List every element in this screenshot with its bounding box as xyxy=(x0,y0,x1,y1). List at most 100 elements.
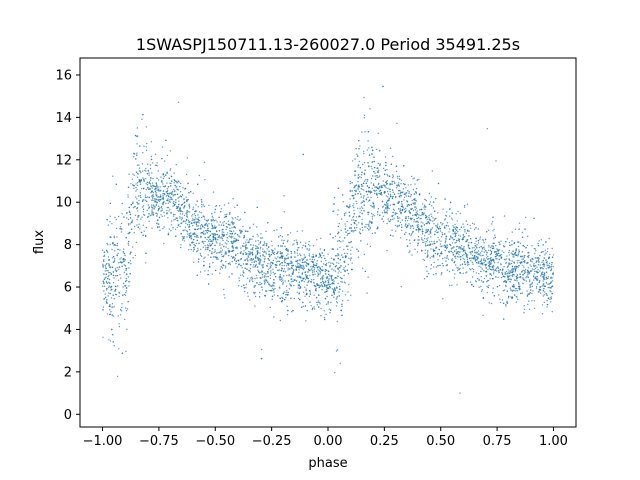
data-point xyxy=(166,209,168,212)
data-point xyxy=(545,282,548,284)
data-point xyxy=(424,208,426,211)
data-point xyxy=(357,176,359,179)
data-point xyxy=(290,252,293,254)
data-point xyxy=(505,241,507,243)
data-point xyxy=(389,147,392,149)
data-point xyxy=(524,279,526,281)
data-point xyxy=(305,289,307,292)
data-point xyxy=(180,210,182,213)
data-point xyxy=(467,262,469,264)
data-point xyxy=(176,186,178,188)
data-point xyxy=(113,298,116,300)
data-point xyxy=(122,294,124,296)
data-point xyxy=(240,258,243,260)
data-point xyxy=(298,275,300,277)
data-point xyxy=(543,275,545,277)
data-point xyxy=(259,248,261,250)
data-point xyxy=(215,241,217,243)
data-point xyxy=(410,233,413,235)
data-point xyxy=(466,255,468,258)
data-point xyxy=(495,160,497,162)
data-point xyxy=(411,232,414,234)
data-point xyxy=(462,234,465,236)
data-point xyxy=(463,204,466,207)
data-point xyxy=(358,186,360,188)
data-point xyxy=(152,191,155,194)
data-point xyxy=(255,260,258,263)
data-point xyxy=(458,234,460,236)
data-point xyxy=(141,206,144,208)
data-point xyxy=(212,256,215,258)
data-point xyxy=(340,254,343,256)
data-point xyxy=(497,266,499,268)
data-point xyxy=(237,259,239,261)
data-point xyxy=(139,196,142,199)
data-point xyxy=(426,244,429,247)
data-point xyxy=(432,254,435,257)
data-point xyxy=(130,251,132,253)
data-point xyxy=(412,227,415,229)
data-point xyxy=(514,287,517,290)
data-point xyxy=(151,227,153,229)
data-point xyxy=(416,220,418,223)
data-point xyxy=(108,259,111,261)
data-point xyxy=(521,251,524,253)
data-point xyxy=(371,153,373,155)
data-point xyxy=(101,285,104,287)
data-point xyxy=(324,318,326,321)
data-point xyxy=(415,211,417,214)
data-point xyxy=(342,240,344,242)
data-point xyxy=(507,297,510,299)
data-point xyxy=(272,268,274,270)
data-point xyxy=(361,131,363,133)
data-point xyxy=(164,193,166,196)
data-point xyxy=(220,208,223,210)
data-point xyxy=(286,249,288,251)
data-point xyxy=(371,161,374,163)
data-point xyxy=(417,223,419,226)
data-point xyxy=(190,232,192,234)
data-point xyxy=(400,224,403,226)
data-point xyxy=(546,299,548,302)
data-point xyxy=(521,256,523,258)
data-point xyxy=(405,192,408,194)
data-point xyxy=(219,251,221,254)
data-point xyxy=(200,255,203,257)
data-point xyxy=(395,195,397,198)
data-point xyxy=(446,244,448,246)
data-point xyxy=(166,154,168,157)
data-point xyxy=(388,197,390,200)
data-point xyxy=(129,260,132,262)
data-point xyxy=(496,270,498,272)
data-point xyxy=(209,234,211,237)
data-point xyxy=(406,201,409,203)
data-point xyxy=(252,253,254,255)
data-point xyxy=(182,229,184,232)
data-point xyxy=(495,244,497,247)
data-point xyxy=(510,271,512,273)
data-point xyxy=(530,289,532,291)
data-point xyxy=(313,294,315,296)
data-point xyxy=(262,266,264,269)
data-point xyxy=(132,206,135,209)
data-point xyxy=(204,223,206,225)
data-point xyxy=(272,284,274,286)
data-point xyxy=(152,211,154,214)
data-point xyxy=(203,205,205,208)
data-point xyxy=(130,228,133,230)
data-point xyxy=(540,251,543,253)
data-point xyxy=(411,217,413,220)
data-point xyxy=(445,260,447,262)
data-point xyxy=(301,230,303,232)
data-point xyxy=(340,229,342,232)
data-point xyxy=(337,255,339,257)
data-point xyxy=(211,219,214,222)
data-point xyxy=(151,187,153,189)
data-point xyxy=(505,305,507,307)
data-point xyxy=(296,263,299,265)
data-point xyxy=(492,230,494,232)
data-point xyxy=(511,244,513,246)
data-point xyxy=(225,260,227,263)
data-point xyxy=(261,286,263,288)
